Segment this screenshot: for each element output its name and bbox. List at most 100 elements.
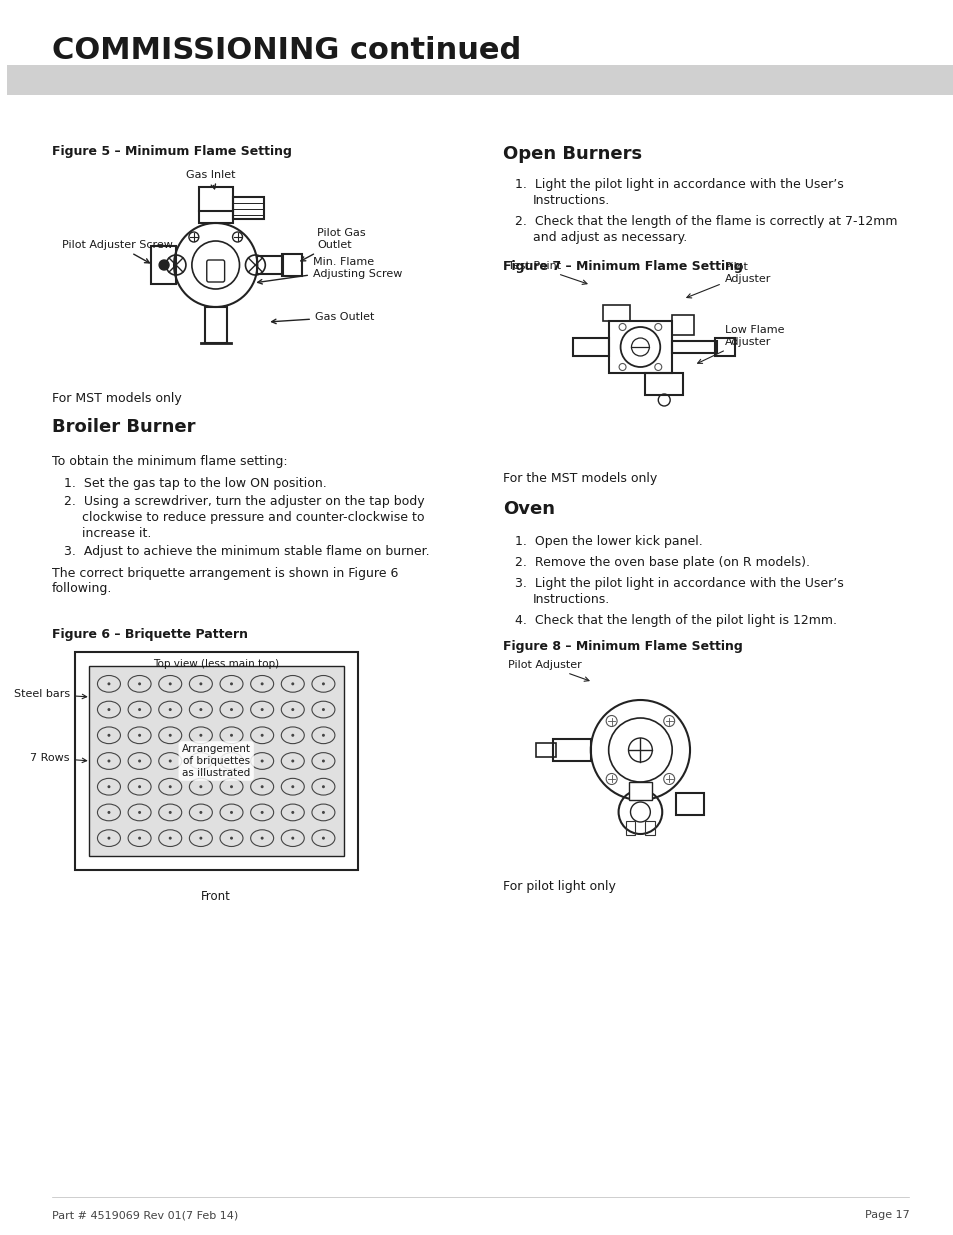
Circle shape <box>230 683 233 685</box>
Text: Pilot Adjuster: Pilot Adjuster <box>508 659 588 682</box>
Circle shape <box>108 811 111 814</box>
Text: Part # 4519069 Rev 01(7 Feb 14): Part # 4519069 Rev 01(7 Feb 14) <box>51 1210 238 1220</box>
Text: Figure 6 – Briquette Pattern: Figure 6 – Briquette Pattern <box>51 629 248 641</box>
Text: 4.  Check that the length of the pilot light is 12mm.: 4. Check that the length of the pilot li… <box>515 614 837 627</box>
Bar <box>608 321 672 373</box>
Text: Steel bars: Steel bars <box>13 689 87 699</box>
Circle shape <box>159 261 169 270</box>
Circle shape <box>260 811 263 814</box>
Circle shape <box>260 708 263 711</box>
Circle shape <box>230 836 233 840</box>
Circle shape <box>291 811 294 814</box>
Circle shape <box>108 708 111 711</box>
Text: Min. Flame
Adjusting Screw: Min. Flame Adjusting Screw <box>257 257 402 284</box>
Circle shape <box>291 708 294 711</box>
Circle shape <box>230 708 233 711</box>
Text: The correct briquette arrangement is shown in Figure 6: The correct briquette arrangement is sho… <box>51 567 398 580</box>
Bar <box>644 373 682 395</box>
Text: Instructions.: Instructions. <box>533 593 610 606</box>
Bar <box>536 743 556 757</box>
Circle shape <box>199 708 202 711</box>
Circle shape <box>321 760 325 762</box>
Circle shape <box>260 683 263 685</box>
Circle shape <box>169 708 172 711</box>
Bar <box>233 198 264 219</box>
Bar <box>282 254 302 275</box>
Text: 1.  Light the pilot light in accordance with the User’s: 1. Light the pilot light in accordance w… <box>515 178 843 191</box>
Text: To obtain the minimum flame setting:: To obtain the minimum flame setting: <box>51 454 287 468</box>
Circle shape <box>199 683 202 685</box>
Circle shape <box>169 836 172 840</box>
Text: COMMISSIONING continued: COMMISSIONING continued <box>51 36 520 65</box>
Circle shape <box>108 683 111 685</box>
Circle shape <box>321 785 325 788</box>
Circle shape <box>108 836 111 840</box>
Text: 3.  Light the pilot light in accordance with the User’s: 3. Light the pilot light in accordance w… <box>515 577 843 590</box>
Bar <box>573 338 608 356</box>
Circle shape <box>199 836 202 840</box>
Circle shape <box>260 836 263 840</box>
Circle shape <box>291 785 294 788</box>
Bar <box>672 341 716 353</box>
Text: Pilot Adjuster Screw: Pilot Adjuster Screw <box>62 240 172 263</box>
Bar <box>151 246 175 284</box>
Bar <box>74 652 357 869</box>
Circle shape <box>199 811 202 814</box>
Text: Test Point: Test Point <box>508 261 586 284</box>
Circle shape <box>321 683 325 685</box>
Circle shape <box>138 836 141 840</box>
Text: Pilot Gas
Outlet: Pilot Gas Outlet <box>300 228 365 261</box>
Text: Oven: Oven <box>503 500 555 517</box>
Circle shape <box>138 760 141 762</box>
Circle shape <box>321 734 325 737</box>
Text: For pilot light only: For pilot light only <box>503 881 616 893</box>
Text: Arrangement
of briquettes
as illustrated: Arrangement of briquettes as illustrated <box>181 745 251 778</box>
Text: For the MST models only: For the MST models only <box>503 472 657 485</box>
Bar <box>553 739 590 761</box>
Circle shape <box>230 734 233 737</box>
Text: 2.  Check that the length of the flame is correctly at 7-12mm: 2. Check that the length of the flame is… <box>515 215 897 228</box>
Circle shape <box>138 708 141 711</box>
Circle shape <box>291 734 294 737</box>
Bar <box>89 666 343 856</box>
Bar <box>628 782 652 800</box>
Bar <box>644 821 655 835</box>
Text: and adjust as necessary.: and adjust as necessary. <box>533 231 687 245</box>
Circle shape <box>108 734 111 737</box>
Circle shape <box>108 785 111 788</box>
Circle shape <box>138 734 141 737</box>
Circle shape <box>169 683 172 685</box>
Text: 3.  Adjust to achieve the minimum stable flame on burner.: 3. Adjust to achieve the minimum stable … <box>64 545 429 558</box>
Text: Low Flame
Adjuster: Low Flame Adjuster <box>697 325 783 363</box>
Circle shape <box>260 785 263 788</box>
Circle shape <box>260 734 263 737</box>
Text: 1.  Open the lower kick panel.: 1. Open the lower kick panel. <box>515 535 702 548</box>
Circle shape <box>108 760 111 762</box>
Text: Front: Front <box>201 890 231 903</box>
Bar <box>672 315 693 335</box>
Circle shape <box>199 734 202 737</box>
Circle shape <box>291 836 294 840</box>
Text: clockwise to reduce pressure and counter-clockwise to: clockwise to reduce pressure and counter… <box>82 511 424 524</box>
Bar <box>676 793 703 815</box>
Circle shape <box>321 708 325 711</box>
Text: Page 17: Page 17 <box>863 1210 908 1220</box>
Text: For MST models only: For MST models only <box>51 391 181 405</box>
Circle shape <box>321 811 325 814</box>
Bar <box>8 65 953 95</box>
Text: Figure 5 – Minimum Flame Setting: Figure 5 – Minimum Flame Setting <box>51 144 292 158</box>
Circle shape <box>199 760 202 762</box>
Circle shape <box>169 811 172 814</box>
Text: Figure 7 – Minimum Flame Setting: Figure 7 – Minimum Flame Setting <box>503 261 742 273</box>
Text: Figure 8 – Minimum Flame Setting: Figure 8 – Minimum Flame Setting <box>503 640 742 653</box>
Text: following.: following. <box>51 582 112 595</box>
Circle shape <box>230 785 233 788</box>
Text: Gas Outlet: Gas Outlet <box>272 312 374 324</box>
Bar <box>205 308 227 343</box>
Text: Top view (less main top): Top view (less main top) <box>153 659 279 669</box>
Circle shape <box>199 785 202 788</box>
Circle shape <box>291 683 294 685</box>
Bar <box>257 256 283 274</box>
Text: 7 Rows: 7 Rows <box>30 753 87 763</box>
Bar <box>602 305 630 321</box>
